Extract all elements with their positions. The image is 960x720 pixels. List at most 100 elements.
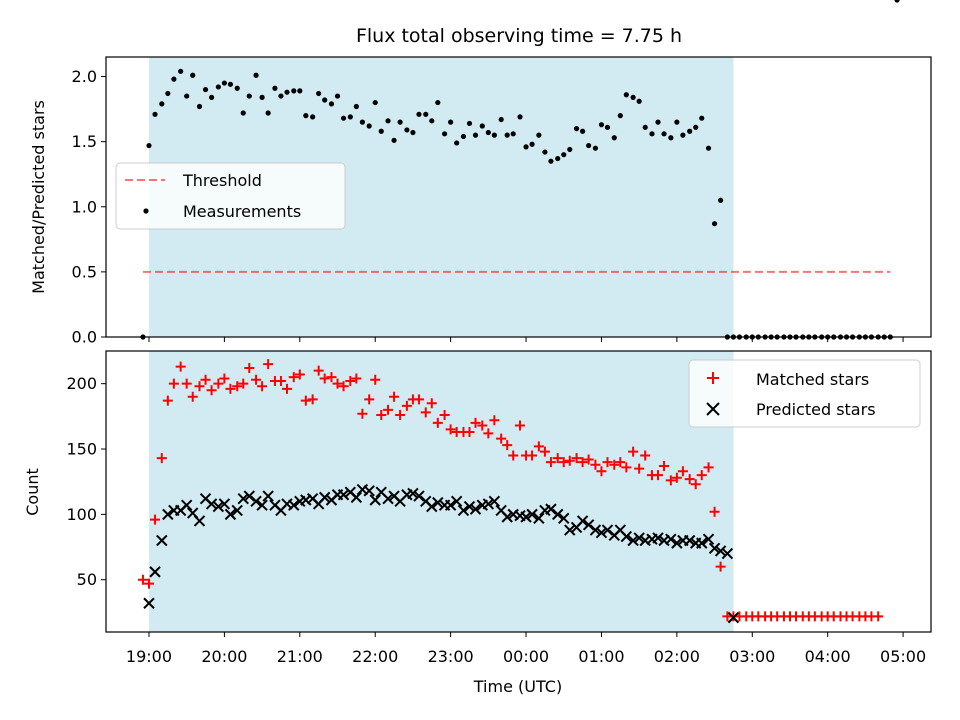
- matched-star-point: [395, 410, 406, 421]
- measurement-point: [510, 131, 516, 137]
- matched-star-point: [715, 561, 726, 572]
- matched-star-point: [439, 410, 450, 421]
- predicted-star-point: [488, 495, 501, 508]
- matched-star-point: [677, 466, 688, 477]
- measurement-point: [234, 85, 240, 91]
- measurement-point: [190, 72, 196, 78]
- predicted-star-point: [545, 503, 557, 515]
- bottom-panel: 50 100 150 200 19:00 20:00 21:00 22:00 23:00 00:…: [23, 351, 932, 696]
- measurement-point: [391, 137, 397, 143]
- measurement-point: [598, 122, 605, 128]
- measurement-point: [159, 101, 165, 107]
- matched-star-point: [263, 359, 274, 370]
- bottom-y-tick-label: 200: [66, 374, 97, 393]
- bottom-y-tick-label: 100: [66, 505, 97, 524]
- matched-star-point: [213, 378, 224, 389]
- predicted-star-point: [714, 545, 727, 557]
- predicted-star-point: [652, 532, 664, 544]
- matched-star-point: [483, 428, 494, 439]
- matched-star-point: [345, 376, 356, 387]
- matched-star-point: [187, 391, 198, 402]
- measurement-point: [423, 111, 429, 117]
- measurement-point: [536, 132, 542, 138]
- matched-star-point: [577, 457, 588, 468]
- measurement-point: [718, 197, 724, 203]
- legend-measurements-label: Measurements: [183, 202, 301, 221]
- matched-star-point: [464, 427, 475, 438]
- matched-star-point: [194, 381, 205, 392]
- predicted-star-point: [696, 537, 708, 549]
- measurement-point: [630, 94, 636, 100]
- matched-star-point: [389, 391, 400, 402]
- measurement-point: [680, 132, 686, 138]
- measurement-point: [711, 221, 718, 227]
- matched-star-point: [281, 383, 292, 394]
- predicted-star-point: [193, 515, 206, 527]
- predicted-star-point: [671, 537, 683, 549]
- measurement-point: [178, 68, 184, 74]
- matched-star-point: [251, 374, 262, 385]
- matched-star-point: [564, 455, 575, 466]
- matched-star-point: [609, 459, 620, 470]
- measurement-point: [504, 132, 510, 138]
- x-axis-label: Time (UTC): [473, 677, 562, 696]
- measurement-point: [592, 145, 599, 151]
- predicted-star-point: [463, 500, 476, 513]
- measurement-point: [385, 118, 391, 124]
- top-y-tick-label: 0.0: [72, 328, 97, 347]
- measurement-point: [246, 93, 252, 99]
- matched-star-point: [307, 394, 318, 405]
- predicted-star-point: [212, 500, 225, 513]
- matched-star-point: [150, 514, 161, 525]
- matched-star-point: [684, 474, 695, 485]
- predicted-star-point: [702, 533, 715, 545]
- predicted-star-point: [156, 534, 168, 547]
- predicted-star-point: [363, 485, 375, 497]
- matched-star-point: [508, 450, 519, 461]
- legend-matched-swatch: [707, 372, 719, 384]
- measurement-point: [693, 124, 699, 130]
- measurement-points: [140, 0, 900, 340]
- matched-star-point: [533, 441, 544, 452]
- predicted-star-point: [620, 530, 633, 543]
- top-y-tick-label: 1.0: [72, 197, 97, 216]
- measurement-point: [272, 85, 278, 91]
- matched-star-point: [401, 400, 412, 411]
- measurement-point: [435, 99, 441, 106]
- top-y-axis-label: Matched/Predicted stars: [29, 100, 48, 294]
- measurement-point: [611, 135, 617, 141]
- predicted-star-point: [407, 487, 419, 500]
- measurement-point: [340, 115, 347, 121]
- measurement-point: [404, 127, 410, 133]
- matched-star-point: [873, 611, 884, 622]
- measurement-point: [202, 86, 209, 93]
- measurement-point: [642, 124, 648, 130]
- predicted-star-point: [482, 498, 495, 510]
- measurement-point: [573, 126, 580, 132]
- matched-star-point: [383, 404, 394, 415]
- measurement-point: [542, 149, 548, 155]
- x-tick-label: 23:00: [428, 647, 474, 666]
- matched-star-point: [338, 381, 349, 392]
- matched-star-point: [275, 376, 286, 387]
- predicted-star-point: [469, 503, 482, 515]
- predicted-star-point: [369, 494, 381, 506]
- measurement-point: [579, 128, 586, 134]
- measurement-point: [208, 94, 215, 100]
- predicted-star-point: [665, 533, 677, 545]
- measurement-point: [561, 152, 567, 158]
- predicted-star-point: [444, 499, 457, 511]
- matched-star-point: [319, 373, 330, 384]
- x-tick-label: 04:00: [805, 647, 851, 666]
- measurement-point: [297, 88, 303, 94]
- predicted-star-point: [426, 500, 438, 513]
- predicted-star-point: [180, 499, 193, 511]
- predicted-star-point: [576, 515, 589, 527]
- predicted-star-point: [595, 526, 608, 539]
- predicted-star-point: [432, 496, 444, 509]
- x-tick-label: 00:00: [503, 647, 549, 666]
- matched-star-point: [370, 374, 381, 385]
- predicted-star-point: [256, 499, 268, 511]
- legend-matched-label: Matched stars: [756, 370, 869, 389]
- predicted-star-point: [601, 524, 614, 536]
